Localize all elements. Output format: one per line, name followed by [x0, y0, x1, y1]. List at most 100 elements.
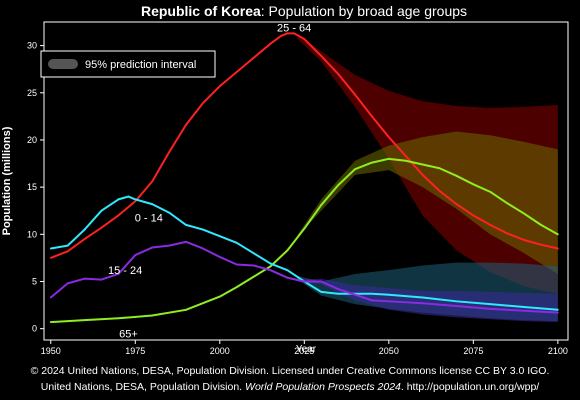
x-axis-label: Year [296, 344, 317, 355]
point-25-64 [279, 35, 282, 38]
point-25-64 [218, 85, 221, 88]
point-65plus [303, 227, 306, 230]
point-65plus [337, 184, 340, 187]
point-25-64 [83, 238, 86, 240]
point-0-14 [556, 308, 559, 311]
point-0-14 [320, 290, 323, 293]
population-chart: Republic of Korea: Population by broad a… [1, 3, 569, 356]
point-15-24 [523, 309, 525, 312]
point-15-24 [387, 300, 390, 303]
footer-copyright: © 2024 United Nations, DESA, Population … [30, 365, 550, 377]
x-tick-label: 2025 [294, 346, 314, 356]
point-15-24 [286, 276, 289, 279]
legend-label: 95% prediction interval [85, 59, 196, 71]
point-65plus [320, 204, 323, 206]
point-25-64 [185, 123, 187, 126]
point-65plus [540, 223, 542, 226]
point-0-14 [127, 195, 130, 198]
point-15-24 [252, 264, 255, 267]
point-25-64 [523, 239, 525, 241]
point-25-64 [286, 32, 289, 35]
point-25-64 [455, 203, 458, 206]
title-country: Republic of Korea [141, 3, 261, 19]
x-tick-label: 2100 [548, 346, 568, 356]
point-25-64 [134, 200, 137, 203]
y-tick-label: 15 [27, 182, 37, 192]
y-tick-label: 25 [27, 88, 37, 98]
y-tick-label: 0 [32, 324, 37, 334]
point-65plus [371, 161, 373, 164]
point-0-14 [100, 209, 103, 212]
point-15-24 [83, 277, 86, 280]
point-65plus [269, 265, 272, 268]
point-0-14 [201, 228, 204, 231]
point-15-24 [117, 273, 120, 275]
point-15-24 [320, 280, 323, 283]
line-15-24 [50, 240, 558, 314]
point-25-64 [489, 223, 492, 226]
point-65plus [472, 183, 475, 186]
point-0-14 [421, 296, 424, 299]
point-15-24 [421, 302, 424, 305]
y-tick-label: 20 [27, 135, 37, 145]
band-15-24 [297, 278, 558, 323]
point-0-14 [489, 303, 492, 306]
prediction-bands [297, 34, 558, 323]
x-tick-label: 1950 [41, 346, 61, 356]
point-25-64 [100, 226, 103, 229]
point-0-14 [117, 198, 120, 201]
point-15-24 [489, 307, 492, 310]
title-rest: : Population by broad age groups [261, 3, 467, 19]
point-65plus [455, 174, 458, 177]
point-65plus [235, 286, 238, 289]
series-label-0-14: 0 - 14 [135, 212, 163, 224]
series-lines [49, 32, 559, 324]
point-65plus [489, 190, 492, 193]
y-tick-label: 10 [27, 229, 37, 239]
point-25-64 [371, 115, 373, 118]
line-65plus [50, 157, 559, 324]
point-15-24 [303, 280, 306, 283]
y-tick-label: 5 [32, 276, 37, 286]
chart-title: Republic of Korea: Population by broad a… [141, 3, 467, 19]
x-tick-label: 1975 [125, 346, 145, 356]
point-25-64 [49, 257, 52, 259]
point-15-24 [134, 254, 137, 256]
point-65plus [387, 157, 390, 160]
footer-citation-title: World Population Prospects 2024 [245, 381, 401, 393]
point-25-64 [201, 102, 204, 105]
point-15-24 [354, 293, 356, 296]
point-0-14 [185, 223, 187, 226]
point-25-64 [269, 42, 272, 45]
point-25-64 [438, 190, 441, 192]
footer-citation-a: United Nations, DESA, Population Divisio… [40, 381, 246, 393]
point-0-14 [151, 203, 154, 206]
series-label-15-24: 15 - 24 [108, 265, 142, 277]
point-0-14 [286, 269, 289, 272]
point-0-14 [252, 252, 255, 255]
point-65plus [185, 308, 187, 311]
footer-citation-url: . http://population.un.org/wpp/ [400, 381, 540, 393]
point-15-24 [185, 240, 187, 243]
series-labels: 25 - 64 65+ 0 - 14 15 - 24 [108, 23, 311, 341]
point-0-14 [49, 247, 52, 250]
point-15-24 [235, 263, 238, 266]
legend: 95% prediction interval [40, 50, 216, 78]
point-65plus [286, 249, 289, 252]
point-0-14 [235, 241, 238, 244]
point-25-64 [293, 32, 296, 35]
y-axis-label: Population (millions) [1, 126, 13, 235]
series-label-25-64: 25 - 64 [277, 23, 311, 35]
point-15-24 [269, 269, 272, 272]
point-25-64 [117, 214, 120, 217]
point-65plus [354, 168, 356, 171]
point-65plus [83, 319, 86, 322]
point-25-64 [337, 72, 340, 75]
point-25-64 [151, 180, 154, 183]
point-65plus [151, 314, 154, 317]
point-0-14 [269, 262, 272, 265]
series-label-65plus: 65+ [119, 328, 138, 340]
point-15-24 [218, 256, 221, 258]
point-15-24 [337, 288, 340, 290]
point-25-64 [506, 232, 509, 235]
